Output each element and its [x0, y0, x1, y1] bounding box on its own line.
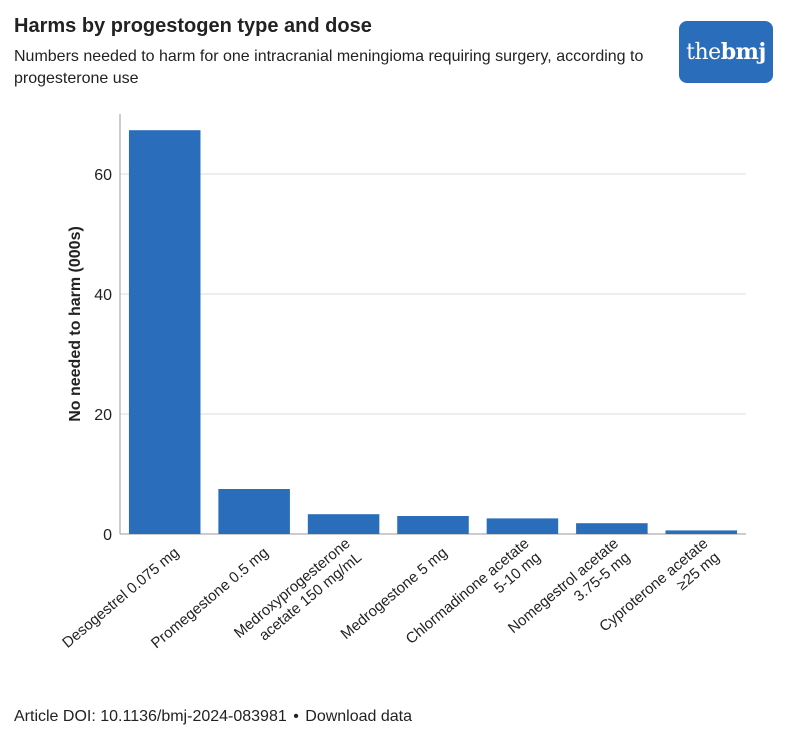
bar — [486, 518, 559, 534]
logo-text-bmj: bmj — [720, 39, 767, 65]
x-tick-label-line: Medroxyprogesterone — [231, 535, 354, 642]
y-tick-label: 60 — [94, 167, 112, 184]
y-tick-label: 40 — [94, 287, 112, 304]
y-axis-label: No needed to harm (000s) — [67, 226, 84, 422]
bmj-logo[interactable]: the bmj — [679, 21, 773, 83]
bar — [665, 530, 738, 534]
x-tick-label: Chlormadinone acetate5-10 mg — [403, 535, 544, 662]
bar — [307, 514, 380, 534]
footer: Article DOI: 10.1136/bmj-2024-083981 • D… — [14, 708, 412, 726]
bar — [576, 523, 648, 534]
bar — [397, 516, 469, 534]
footer-separator: • — [293, 708, 299, 725]
chart-title: Harms by progestogen type and dose — [14, 15, 372, 37]
download-data-link[interactable]: Download data — [305, 708, 413, 725]
logo-text-the: the — [686, 39, 721, 65]
article-doi: Article DOI: 10.1136/bmj-2024-083981 — [14, 708, 287, 725]
bar — [218, 489, 290, 534]
y-tick-label: 0 — [103, 527, 112, 544]
bar — [128, 130, 201, 534]
chart-subtitle: Numbers needed to harm for one intracran… — [14, 48, 644, 87]
y-tick-label: 20 — [94, 407, 112, 424]
